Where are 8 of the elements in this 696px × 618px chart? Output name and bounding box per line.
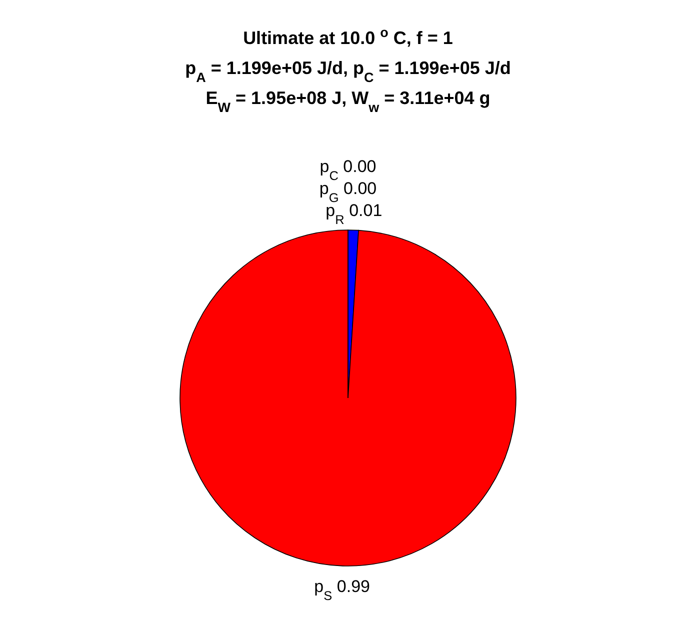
data-label: 0.01 (349, 200, 382, 220)
chart-title: Ultimate at 10.0 $^{o}$C, f = 1 p$_{A}$ = 1.199e+05 J/d, p$_{C}$ = 1.199e+05 J/d E$_{W}$ = 1.95e+08 J, W$_{w}$ = 3.11e+04 g (185, 24, 511, 114)
slice-label: p$_{S}$ (314, 577, 332, 603)
pie-slice (180, 230, 516, 566)
text: 0.00 (344, 178, 377, 198)
data-label: 0.99 (336, 577, 370, 596)
category-label: p$_{C}$ (320, 156, 338, 182)
text: 0.00 (343, 156, 376, 176)
